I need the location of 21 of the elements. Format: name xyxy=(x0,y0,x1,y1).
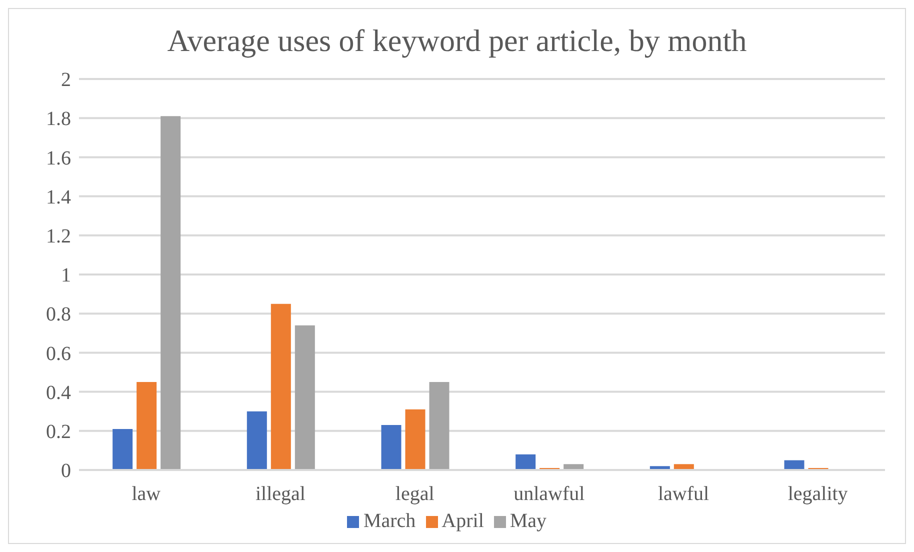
x-tick-label: lawful xyxy=(658,483,710,506)
legend-label: March xyxy=(363,510,416,532)
y-tick-label: 2 xyxy=(61,69,71,92)
y-tick-label: 0.2 xyxy=(46,421,71,443)
x-tick-label: legal xyxy=(395,483,435,506)
y-tick-label: 1.8 xyxy=(46,108,71,130)
y-tick-label: 0.8 xyxy=(46,304,71,326)
x-tick-label: law xyxy=(132,483,162,506)
y-tick-label: 0 xyxy=(61,460,71,482)
y-tick-label: 1.6 xyxy=(46,147,71,170)
chart-title: Average uses of keyword per article, by month xyxy=(166,22,748,60)
legend-label: April xyxy=(442,510,484,532)
y-tick-label: 1.2 xyxy=(46,226,71,248)
x-tick-label: unlawful xyxy=(514,483,586,506)
y-tick-label: 1.4 xyxy=(46,186,71,208)
y-tick-label: 1 xyxy=(61,264,71,287)
y-tick-label: 0.4 xyxy=(46,382,71,404)
x-tick-label: illegal xyxy=(256,483,306,506)
y-tick-label: 0.6 xyxy=(46,342,71,365)
legend-label: May xyxy=(510,510,547,532)
x-tick-label: legality xyxy=(788,483,848,506)
